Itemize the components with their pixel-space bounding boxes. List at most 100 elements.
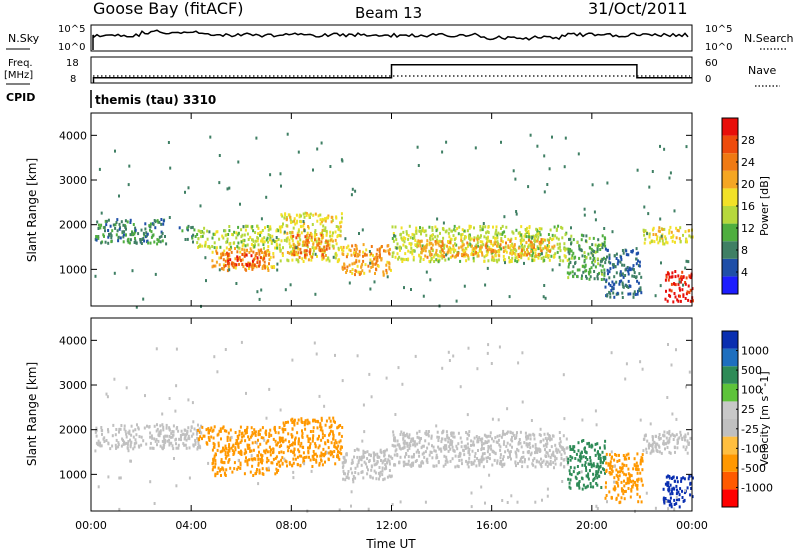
scatter-cell	[161, 439, 164, 443]
scatter-cell	[416, 145, 419, 149]
scatter-cell	[673, 507, 676, 511]
scatter-cell	[485, 231, 488, 235]
scatter-cell	[572, 448, 575, 451]
scatter-cell	[315, 460, 318, 464]
scatter-cell	[545, 251, 548, 255]
scatter-cell	[641, 459, 644, 463]
scatter-cell	[120, 424, 123, 427]
scatter-cell	[477, 237, 480, 241]
scatter-cell	[449, 240, 452, 244]
scatter-cell	[404, 455, 406, 459]
scatter-cell	[534, 251, 537, 255]
scatter-cell	[312, 458, 315, 461]
scatter-cell	[452, 244, 455, 248]
scatter-cell	[269, 173, 272, 177]
scatter-cell	[418, 441, 421, 445]
colorbar-tick-label: -25	[741, 423, 759, 436]
scatter-cell	[406, 435, 409, 439]
scatter-cell	[330, 220, 333, 224]
scatter-cell	[456, 447, 459, 451]
scatter-cell	[165, 423, 168, 427]
scatter-cell	[551, 245, 554, 249]
scatter-cell	[490, 242, 493, 246]
scatter-cell	[292, 246, 294, 250]
scatter-cell	[542, 438, 545, 442]
scatter-cell	[392, 430, 395, 434]
scatter-cell	[544, 448, 546, 452]
scatter-cell	[494, 436, 497, 440]
scatter-cell	[268, 262, 270, 266]
scatter-cell	[151, 446, 154, 450]
scatter-cell	[394, 413, 397, 416]
scatter-cell	[302, 224, 305, 228]
scatter-cell	[543, 238, 546, 242]
scatter-cell	[219, 427, 222, 431]
scatter-cell	[597, 450, 599, 454]
scatter-cell	[220, 252, 222, 256]
scatter-cell	[114, 223, 117, 227]
scatter-cell	[144, 394, 146, 398]
scatter-cell	[638, 264, 641, 268]
scatter-cell	[495, 228, 498, 232]
scatter-cell	[667, 474, 670, 478]
scatter-cell	[217, 441, 220, 445]
scatter-cell	[659, 144, 661, 148]
scatter-cell	[216, 472, 219, 475]
nsearch-tick-top: 10^5	[705, 24, 732, 35]
scatter-cell	[485, 246, 488, 250]
scatter-cell	[291, 252, 294, 256]
scatter-cell	[479, 225, 482, 228]
scatter-cell	[302, 451, 305, 455]
scatter-cell	[568, 485, 571, 489]
scatter-cell	[292, 441, 295, 445]
scatter-cell	[437, 461, 440, 465]
scatter-cell	[685, 259, 688, 263]
scatter-cell	[287, 432, 290, 436]
scatter-cell	[574, 260, 577, 264]
scatter-cell	[639, 286, 642, 290]
scatter-cell	[482, 243, 485, 247]
scatter-cell	[309, 458, 312, 462]
scatter-cell	[491, 417, 494, 421]
scatter-cell	[505, 225, 508, 229]
scatter-cell	[437, 439, 440, 442]
scatter-cell	[381, 461, 384, 465]
scatter-cell	[680, 477, 683, 481]
scatter-cell	[529, 240, 532, 244]
scatter-cell	[607, 463, 610, 467]
scatter-cell	[478, 436, 481, 440]
scatter-cell	[596, 257, 599, 261]
scatter-cell	[554, 458, 557, 462]
scatter-cell	[312, 249, 315, 253]
scatter-cell	[184, 190, 186, 194]
scatter-cell	[601, 258, 604, 261]
scatter-cell	[248, 437, 251, 441]
scatter-cell	[262, 472, 265, 476]
scatter-cell	[149, 228, 151, 232]
scatter-cell	[212, 436, 215, 440]
scatter-cell	[344, 237, 347, 241]
scatter-cell	[425, 433, 428, 437]
scatter-cell	[579, 459, 582, 463]
scatter-cell	[623, 455, 626, 459]
scatter-cell	[464, 250, 467, 254]
scatter-cell	[543, 154, 546, 158]
scatter-cell	[595, 465, 598, 469]
scatter-cell	[403, 240, 406, 244]
scatter-cell	[311, 439, 314, 443]
scatter-cell	[570, 226, 572, 230]
scatter-cell	[511, 445, 513, 449]
scatter-cell	[628, 268, 631, 272]
scatter-cell	[431, 237, 434, 241]
scatter-cell	[168, 441, 171, 445]
scatter-cell	[548, 241, 551, 245]
scatter-cell	[362, 476, 365, 480]
scatter-cell	[691, 476, 694, 480]
scatter-cell	[559, 259, 562, 263]
scatter-cell	[301, 435, 304, 439]
scatter-cell	[465, 253, 468, 257]
scatter-cell	[382, 273, 385, 277]
scatter-cell	[307, 225, 310, 228]
scatter-cell	[499, 232, 502, 236]
scatter-cell	[671, 477, 673, 480]
